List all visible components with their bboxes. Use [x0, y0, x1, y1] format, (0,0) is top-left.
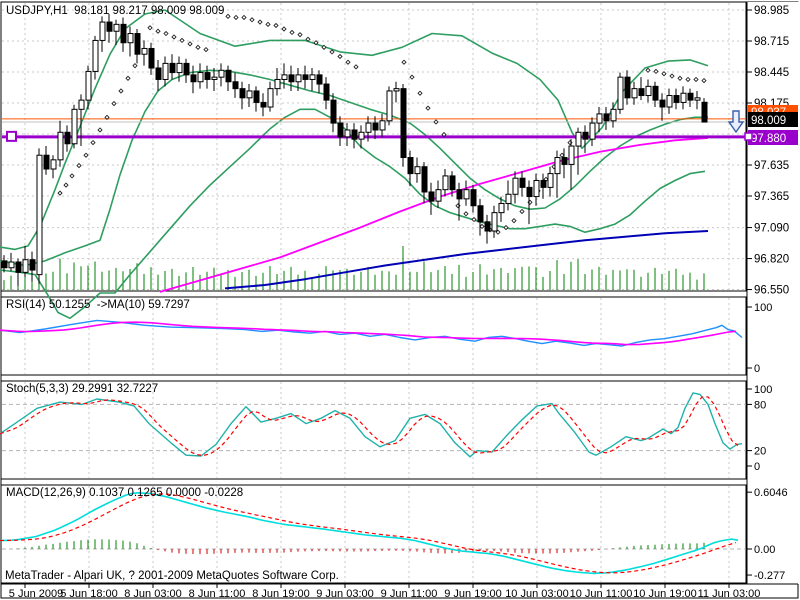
svg-text:97.365: 97.365	[754, 191, 789, 203]
svg-text:9 Jun 11:00: 9 Jun 11:00	[381, 588, 438, 600]
copyright-text: MetaTrader - Alpari UK, ? 2001-2009 Meta…	[5, 570, 339, 582]
svg-text:10 Jun 03:00: 10 Jun 03:00	[505, 588, 569, 600]
svg-text:100: 100	[754, 302, 772, 314]
svg-text:0: 0	[754, 461, 760, 473]
svg-text:0: 0	[754, 363, 760, 375]
svg-text:8 Jun 11:00: 8 Jun 11:00	[189, 588, 246, 600]
macd-header: MACD(12,26,9) 0.1037 0.1265 0.0000 -0.02…	[6, 487, 244, 499]
stoch-header: Stoch(5,3,3) 29.2991 32.7227	[6, 383, 159, 395]
volume-bars	[3, 246, 705, 290]
svg-text:0.6046: 0.6046	[754, 487, 788, 499]
svg-text:8 Jun 03:00: 8 Jun 03:00	[124, 588, 182, 600]
svg-text:5 Jun 18:00: 5 Jun 18:00	[60, 588, 118, 600]
rsi-ma-line	[0, 321, 737, 346]
svg-text:100: 100	[754, 384, 772, 396]
stoch-k-line	[0, 392, 743, 458]
macd-line	[0, 491, 739, 575]
svg-text:11 Jun 03:00: 11 Jun 03:00	[698, 588, 761, 600]
support-line[interactable]	[2, 130, 746, 142]
macd-histogram	[3, 539, 705, 555]
svg-text:98.009: 98.009	[751, 115, 786, 127]
svg-text:98.445: 98.445	[754, 67, 789, 79]
svg-text:97.090: 97.090	[754, 223, 789, 235]
svg-text:98.715: 98.715	[754, 36, 789, 48]
svg-text:9 Jun 03:00: 9 Jun 03:00	[316, 588, 374, 600]
macd-signal-line	[0, 493, 737, 574]
grid	[2, 3, 746, 582]
svg-text:96.820: 96.820	[754, 254, 789, 266]
svg-text:0.00: 0.00	[754, 544, 775, 556]
chart-ohlc-header: USDJPY,H1 98.181 98.217 98.009 98.009	[6, 5, 225, 17]
rsi-header: RSI(14) 50.1255 ->MA(10) 59.7297	[6, 299, 190, 311]
sell-arrow-icon[interactable]	[727, 110, 745, 134]
svg-text:10 Jun 11:00: 10 Jun 11:00	[570, 588, 633, 600]
svg-text:80: 80	[754, 399, 766, 411]
svg-text:97.635: 97.635	[754, 160, 789, 172]
svg-text:20: 20	[754, 446, 766, 458]
svg-text:97.880: 97.880	[751, 133, 786, 145]
sar-dots	[57, 13, 707, 235]
svg-text:96.550: 96.550	[754, 285, 789, 297]
svg-text:9 Jun 19:00: 9 Jun 19:00	[444, 588, 502, 600]
price-axis: 98.98598.71598.44598.17597.63597.36597.0…	[746, 2, 799, 584]
svg-text:10 Jun 19:00: 10 Jun 19:00	[633, 588, 697, 600]
svg-text:-0.277: -0.277	[754, 570, 785, 582]
candles	[1, 14, 708, 287]
svg-text:8 Jun 19:00: 8 Jun 19:00	[252, 588, 310, 600]
svg-text:98.985: 98.985	[754, 5, 789, 17]
ma-blue	[224, 230, 709, 290]
svg-text:5 Jun 2009: 5 Jun 2009	[9, 588, 63, 600]
